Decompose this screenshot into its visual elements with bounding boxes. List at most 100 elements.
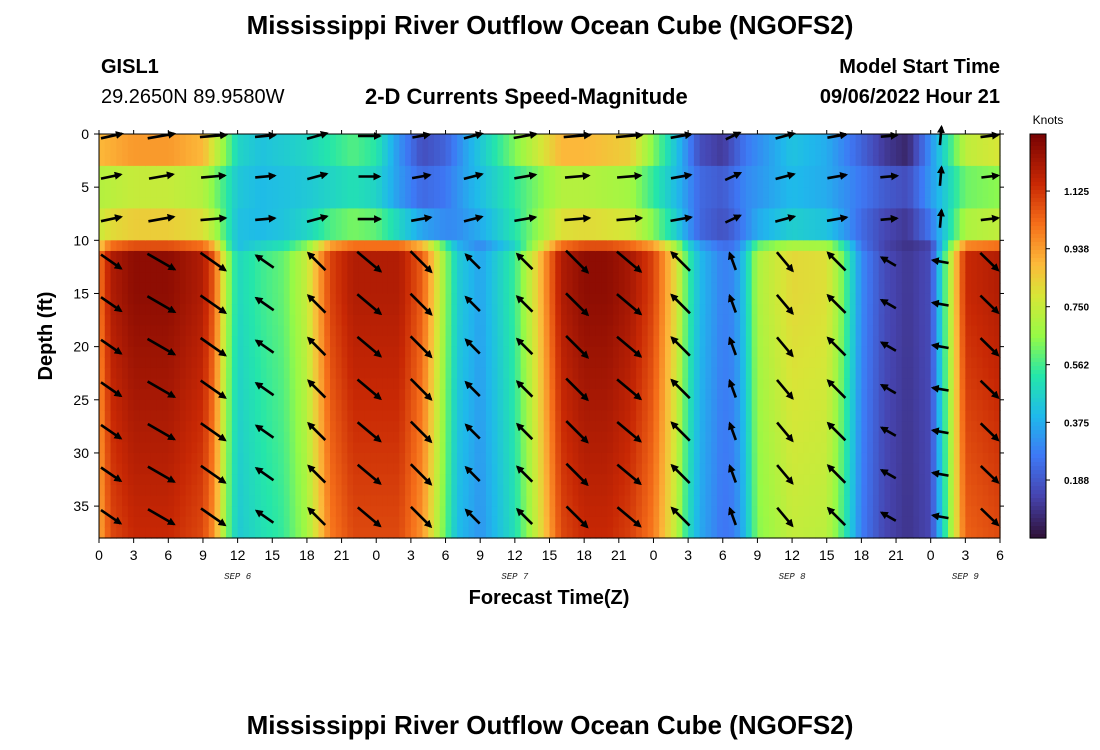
heat-cell [514,134,522,146]
heat-cell [503,155,510,167]
heat-cell [399,506,406,518]
heat-cell [116,378,123,390]
heat-cell [653,452,660,465]
heat-cell [318,314,325,326]
heat-cell [318,229,325,241]
heat-cell [272,516,279,528]
heat-cell [745,495,753,507]
heat-cell [480,240,487,252]
heat-cell [99,240,106,252]
heat-cell [324,484,331,497]
heat-cell [145,293,152,305]
heat-cell [416,495,424,507]
heat-cell [231,155,239,167]
heat-cell [832,261,839,273]
heat-cell [636,272,643,284]
heat-cell [503,293,510,305]
heat-cell [208,261,216,273]
heat-cell [485,208,493,220]
heat-cell [792,261,799,273]
heat-cell [601,229,608,241]
heat-cell [358,474,366,486]
heat-cell [150,452,158,465]
heat-cell [647,261,655,273]
heat-cell [202,346,210,358]
heat-cell [474,165,481,178]
heat-cell [272,250,279,263]
heat-cell [185,367,193,380]
heat-cell [797,399,805,412]
heat-cell [202,229,210,241]
heat-cell [509,463,516,475]
heat-cell [832,293,839,305]
heat-cell [243,410,250,422]
heat-cell [451,367,458,380]
heat-cell [613,463,620,475]
heat-cell [289,176,296,188]
heat-cell [330,261,337,273]
heat-cell [520,410,527,422]
heat-cell [613,527,620,539]
heat-cell [249,399,256,412]
heat-cell [514,197,522,210]
heat-cell [99,144,106,156]
heat-cell [445,134,452,146]
heat-cell [832,484,839,497]
heat-cell [728,357,735,369]
heat-cell [150,304,158,316]
heat-cell [763,261,770,273]
heat-cell [526,367,533,380]
heat-cell [266,484,273,497]
heat-cell [549,367,556,380]
heat-cell [335,134,343,146]
heat-cell [844,325,851,337]
heat-cell [636,176,643,188]
heat-cell [220,506,227,518]
heat-cell [387,336,395,348]
heat-cell [433,219,441,231]
heat-cell [740,378,747,390]
heat-cell [601,155,608,167]
heat-cell [457,367,464,380]
heat-cell [387,463,395,475]
heat-cell [185,229,193,241]
heat-cell [774,134,782,146]
heat-cell [832,452,839,465]
heat-cell [641,474,649,486]
heat-cell [330,463,337,475]
heat-cell [145,261,152,273]
heat-cell [197,144,204,156]
heat-cell [150,431,158,443]
heat-cell [613,165,620,178]
heat-cell [480,442,487,454]
heat-cell [537,282,545,295]
heat-cell [145,250,152,263]
heat-cell [532,484,539,497]
heat-cell [572,325,579,337]
heat-cell [139,336,146,348]
heat-cell [826,176,834,188]
heat-cell [561,336,568,348]
heat-cell [820,304,828,316]
heat-cell [127,346,135,358]
heat-cell [485,219,493,231]
heat-cell [630,410,637,422]
heat-cell [607,431,614,443]
heat-cell [595,495,603,507]
heat-cell [774,399,782,412]
heat-cell [254,452,262,465]
heat-cell [584,250,591,263]
heat-cell [335,240,343,252]
heat-cell [220,357,227,369]
heat-cell [278,261,285,273]
heat-cell [838,410,845,422]
heat-cell [445,314,452,326]
heat-cell [728,197,735,210]
heat-cell [751,452,759,465]
heat-cell [653,431,660,443]
heat-cell [451,165,458,178]
heat-cell [353,144,360,156]
heat-cell [780,336,787,348]
heat-cell [757,484,764,497]
heat-cell [578,293,585,305]
